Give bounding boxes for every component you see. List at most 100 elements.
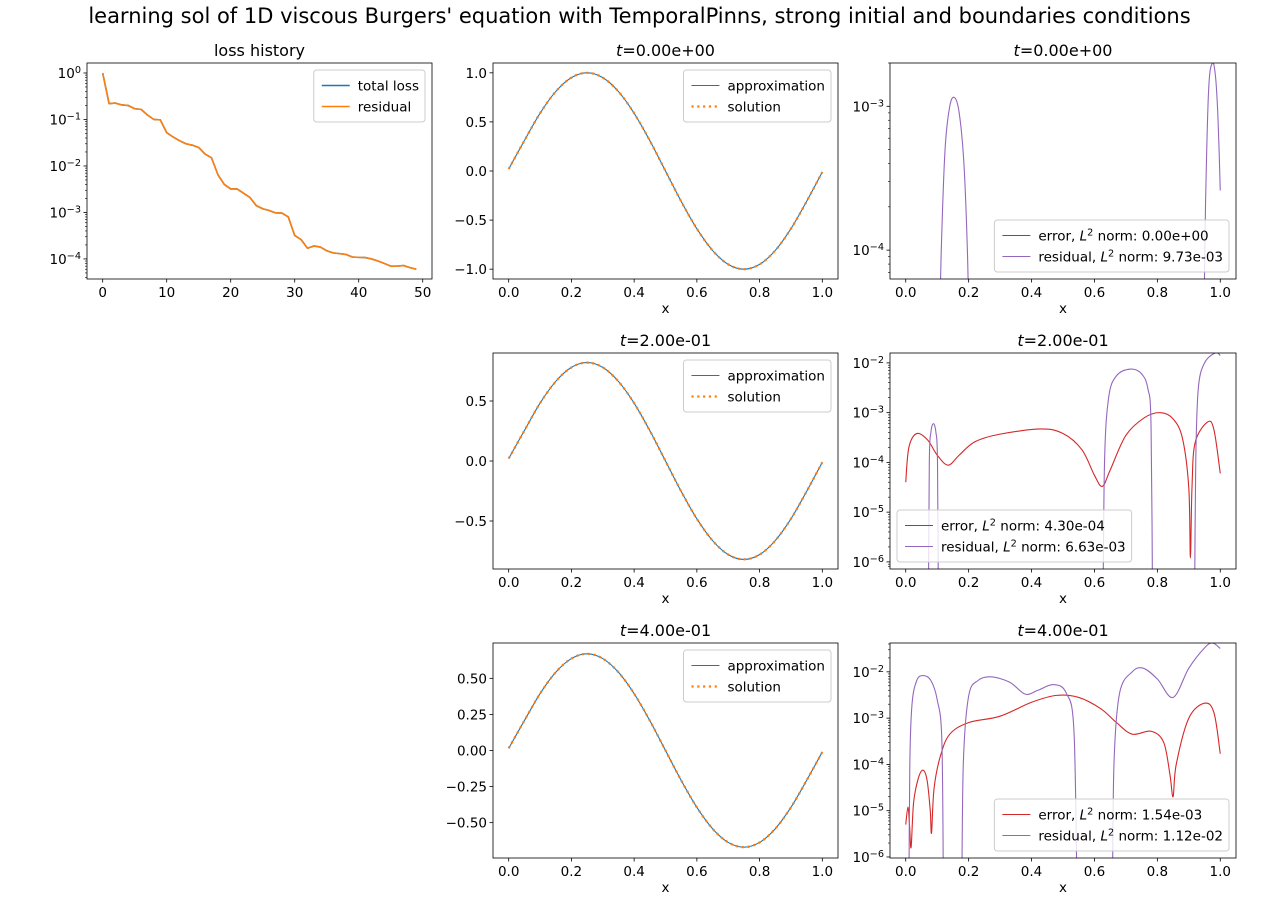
y-tick-label: 10−4 bbox=[852, 242, 884, 260]
y-tick-label: 10−3 bbox=[852, 98, 884, 116]
y-tick-label: 10−5 bbox=[852, 504, 884, 522]
x-tick-label: 40 bbox=[350, 285, 367, 301]
legend-box bbox=[896, 509, 1133, 563]
axes-frame bbox=[492, 62, 839, 280]
x-axis-label: x bbox=[1059, 301, 1067, 317]
legend-label: solution bbox=[727, 390, 780, 406]
x-tick-label: 1.0 bbox=[1210, 285, 1231, 301]
y-tick-label: −0.5 bbox=[454, 213, 487, 229]
y-tick-label: 10−3 bbox=[852, 710, 884, 728]
y-tick-label: 10−4 bbox=[852, 756, 884, 774]
chart-title: t=4.00e-01 bbox=[620, 621, 711, 640]
x-tick-label: 0.4 bbox=[1021, 864, 1042, 880]
axes-frame bbox=[889, 642, 1237, 859]
x-tick-label: 0.8 bbox=[749, 285, 770, 301]
x-tick-label: 0.6 bbox=[1084, 575, 1105, 591]
x-tick-label: 0.4 bbox=[1021, 575, 1042, 591]
plot-area bbox=[507, 361, 824, 561]
chart-solution-t0: t=0.00e+00 0.0 0.2 0.4 0.6 0.8 1.0 x −1.0 −0.5 0.0… bbox=[454, 41, 839, 317]
y-tick-label: 10−6 bbox=[852, 848, 884, 866]
x-tick-label: 0.0 bbox=[895, 864, 916, 880]
series-line-residual bbox=[940, 96, 969, 279]
legend-label: error, L2 norm: 0.00e+00 bbox=[1038, 227, 1208, 245]
x-axis-label: x bbox=[662, 301, 670, 317]
series-line-error bbox=[905, 412, 1221, 559]
legend: error, L2 norm: 1.54e-03 residual, L2 nor… bbox=[993, 798, 1230, 852]
y-tick-label: 0.0 bbox=[466, 454, 487, 470]
x-tick-label: 0.8 bbox=[1147, 285, 1168, 301]
plot-area bbox=[507, 652, 824, 849]
legend-label: residual, L2 norm: 1.12e-02 bbox=[1038, 827, 1223, 845]
legend-box bbox=[313, 69, 426, 123]
x-tick-label: 0.6 bbox=[686, 575, 707, 591]
series-line-residual bbox=[1102, 368, 1153, 569]
y-tick-label: −1.0 bbox=[454, 262, 487, 278]
legend: error, L2 norm: 4.30e-04 residual, L2 nor… bbox=[896, 509, 1133, 563]
x-tick-label: 0.0 bbox=[895, 575, 916, 591]
axes-frame bbox=[889, 62, 1237, 280]
chart-title: t=2.00e-01 bbox=[1017, 331, 1108, 350]
y-tick-label: −0.50 bbox=[446, 816, 487, 832]
x-tick-label: 10 bbox=[158, 285, 175, 301]
y-tick-label: 10−1 bbox=[49, 111, 81, 128]
axes-frame bbox=[492, 642, 839, 859]
x-axis-label: x bbox=[662, 880, 670, 896]
chart-title: t=0.00e+00 bbox=[616, 41, 715, 60]
y-tick-label: 10−6 bbox=[852, 553, 884, 571]
x-tick-label: 0.2 bbox=[958, 575, 979, 591]
chart-loss-history: loss history 0 10 20 30 40 50 10−4 10−3 10−2 10−1 1… bbox=[49, 41, 433, 301]
legend-label: error, L2 norm: 1.54e-03 bbox=[1038, 806, 1202, 824]
legend-label: solution bbox=[727, 100, 780, 116]
x-tick-label: 1.0 bbox=[812, 285, 833, 301]
x-tick-label: 1.0 bbox=[812, 575, 833, 591]
axes-frame bbox=[492, 352, 839, 570]
y-tick-label: 10−2 bbox=[852, 663, 884, 681]
x-axis-label: x bbox=[1059, 591, 1067, 607]
y-tick-label: −0.25 bbox=[446, 780, 487, 796]
x-tick-label: 0.2 bbox=[561, 575, 582, 591]
legend-label: approximation bbox=[727, 659, 825, 675]
x-axis-label: x bbox=[1059, 880, 1067, 896]
y-tick-label: 0.5 bbox=[466, 115, 487, 131]
y-tick-label: −0.5 bbox=[454, 514, 487, 530]
x-tick-label: 0.0 bbox=[498, 864, 519, 880]
x-tick-label: 1.0 bbox=[812, 864, 833, 880]
x-tick-label: 0.4 bbox=[623, 285, 644, 301]
legend-box bbox=[682, 649, 832, 703]
series-line-residual bbox=[961, 676, 1078, 858]
x-tick-label: 0.4 bbox=[1021, 285, 1042, 301]
chart-error-t0.4: t=4.00e-01 0.0 0.2 0.4 0.6 0.8 1.0 x 10−6 10−5 10−… bbox=[852, 621, 1237, 896]
x-tick-label: 0.6 bbox=[686, 285, 707, 301]
x-tick-label: 1.0 bbox=[1210, 864, 1231, 880]
y-tick-label: 10−2 bbox=[49, 157, 81, 175]
axes-frame bbox=[86, 62, 433, 280]
x-axis-label: x bbox=[662, 591, 670, 607]
y-tick-label: 10−3 bbox=[852, 404, 884, 422]
x-tick-label: 20 bbox=[222, 285, 239, 301]
y-tick-label: 0.50 bbox=[457, 671, 487, 687]
legend-label: residual, L2 norm: 9.73e-03 bbox=[1038, 248, 1223, 266]
x-tick-label: 0.4 bbox=[623, 864, 644, 880]
chart-title: t=0.00e+00 bbox=[1014, 41, 1113, 60]
x-tick-label: 0.0 bbox=[498, 285, 519, 301]
plot-area bbox=[905, 353, 1221, 569]
series-line-residual bbox=[1112, 643, 1221, 858]
legend-box bbox=[993, 219, 1230, 273]
chart-title: t=2.00e-01 bbox=[620, 331, 711, 350]
legend-box bbox=[682, 359, 832, 413]
chart-error-t0: t=0.00e+00 0.0 0.2 0.4 0.6 0.8 1.0 x 10−4 10−3 err… bbox=[852, 41, 1237, 317]
figure-title: learning sol of 1D viscous Burgers' equa… bbox=[88, 4, 1191, 28]
series-line-residual bbox=[928, 423, 939, 569]
legend-label: total loss bbox=[358, 79, 419, 95]
y-tick-label: 0.0 bbox=[466, 164, 487, 180]
series-line-solution bbox=[507, 71, 824, 271]
x-tick-label: 0.2 bbox=[561, 285, 582, 301]
x-tick-label: 0.0 bbox=[895, 285, 916, 301]
x-tick-label: 0.8 bbox=[1147, 575, 1168, 591]
x-tick-label: 0.6 bbox=[1084, 864, 1105, 880]
x-tick-label: 0.8 bbox=[1147, 864, 1168, 880]
legend: approximation solution bbox=[682, 359, 832, 413]
plot-area bbox=[940, 63, 1221, 279]
chart-error-t0.2: t=2.00e-01 0.0 0.2 0.4 0.6 0.8 1.0 x 10−6 10−5 10−… bbox=[852, 331, 1237, 607]
y-tick-label: 10−3 bbox=[49, 204, 81, 222]
